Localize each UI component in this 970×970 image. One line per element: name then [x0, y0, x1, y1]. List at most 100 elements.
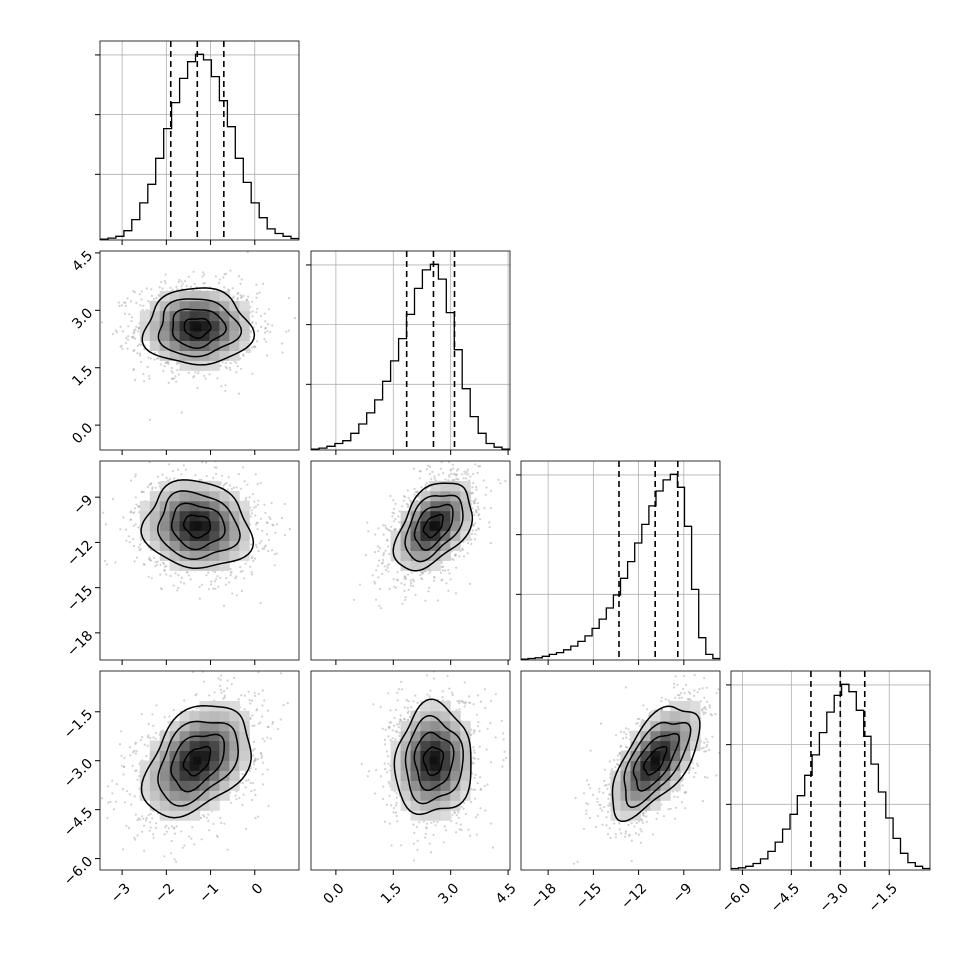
scatter-point [132, 511, 135, 515]
scatter-point [406, 489, 409, 492]
scatter-point [239, 294, 242, 297]
scatter-point [218, 278, 222, 281]
density-cell [179, 330, 190, 341]
scatter-point [256, 503, 260, 506]
scatter-point [497, 478, 500, 481]
scatter-point [258, 542, 261, 545]
scatter-point [132, 332, 135, 335]
scatter-point [147, 356, 150, 359]
scatter-point [454, 553, 457, 557]
scatter-point [147, 722, 150, 726]
scatter-point [398, 510, 401, 513]
scatter-point [395, 578, 398, 581]
grid-lines [100, 41, 299, 240]
scatter-point [428, 572, 431, 575]
scatter-point [137, 526, 140, 529]
scatter-point [432, 579, 435, 582]
scatter-point [264, 327, 267, 330]
density-cell [189, 340, 200, 351]
scatter-point [405, 502, 409, 506]
scatter-point [260, 754, 264, 758]
density-cell [169, 310, 180, 322]
scatter-point [199, 816, 203, 820]
scatter-point [216, 575, 219, 578]
scatter-point [205, 574, 208, 577]
scatter-point [143, 347, 146, 351]
density-cell [159, 300, 171, 312]
scatter-point [165, 476, 168, 479]
density-cell [410, 540, 421, 551]
scatter-point [260, 756, 263, 760]
scatter-point [450, 468, 453, 471]
density-cell [239, 500, 250, 512]
scatter-point [210, 580, 213, 583]
scatter-point [139, 548, 142, 551]
density-cell [229, 550, 240, 561]
scatter-point [419, 570, 422, 574]
scatter-point [210, 583, 213, 586]
density-cell [229, 530, 240, 541]
scatter-point [240, 278, 243, 281]
density-cell [169, 520, 180, 532]
scatter-point [457, 478, 460, 481]
scatter-point [165, 830, 169, 833]
scatter-point [149, 558, 152, 562]
scatter-point [472, 524, 475, 527]
scatter-point [171, 288, 174, 291]
scatter-point [139, 304, 142, 307]
scatter-point [208, 829, 211, 832]
scatter-point [394, 517, 397, 521]
density-cell [159, 550, 171, 561]
scatter-point [374, 533, 377, 536]
density-cell [199, 510, 210, 522]
scatter-point [391, 515, 394, 518]
scatter-point [129, 754, 132, 757]
scatter-point [245, 779, 248, 782]
scatter-point [488, 526, 491, 529]
scatter-point [157, 352, 161, 355]
scatter-point [166, 361, 169, 364]
scatter-point [261, 547, 264, 550]
scatter-point [225, 482, 228, 485]
scatter-point [245, 350, 248, 354]
scatter-point [427, 464, 430, 467]
scatter-point [176, 468, 180, 471]
scatter-point [225, 361, 228, 364]
density-cell [440, 540, 451, 551]
scatter-point [377, 576, 380, 579]
scatter-point [419, 574, 422, 577]
density-cell [209, 490, 220, 502]
scatter-point [189, 285, 192, 288]
scatter-point [133, 511, 136, 514]
scatter-point [239, 570, 242, 573]
scatter-point [447, 479, 450, 482]
scatter-point [254, 514, 257, 517]
scatter-point [440, 561, 443, 564]
scatter-point [237, 275, 241, 278]
scatter-point [466, 468, 469, 471]
scatter-point [254, 544, 258, 547]
scatter-point [159, 563, 162, 567]
scatter-point [256, 340, 259, 343]
scatter-point [268, 308, 271, 311]
density-cell [139, 530, 151, 541]
scatter-point [255, 546, 258, 549]
density-peak [193, 323, 202, 332]
scatter-point [135, 750, 138, 753]
scatter-point [164, 826, 167, 829]
scatter-point [217, 585, 220, 588]
scatter-point [441, 578, 444, 581]
scatter-point [388, 563, 391, 566]
density-cell [460, 520, 471, 532]
scatter-point [241, 353, 245, 356]
scatter-point [121, 330, 124, 333]
scatter-point [488, 521, 491, 524]
scatter-point [255, 311, 258, 314]
scatter-point [412, 467, 415, 470]
scatter-point [208, 373, 211, 376]
scatter-point [381, 562, 384, 565]
scatter-point [228, 484, 231, 487]
scatter-point [254, 505, 258, 508]
scatter-point [124, 301, 127, 304]
scatter-point [223, 822, 226, 825]
